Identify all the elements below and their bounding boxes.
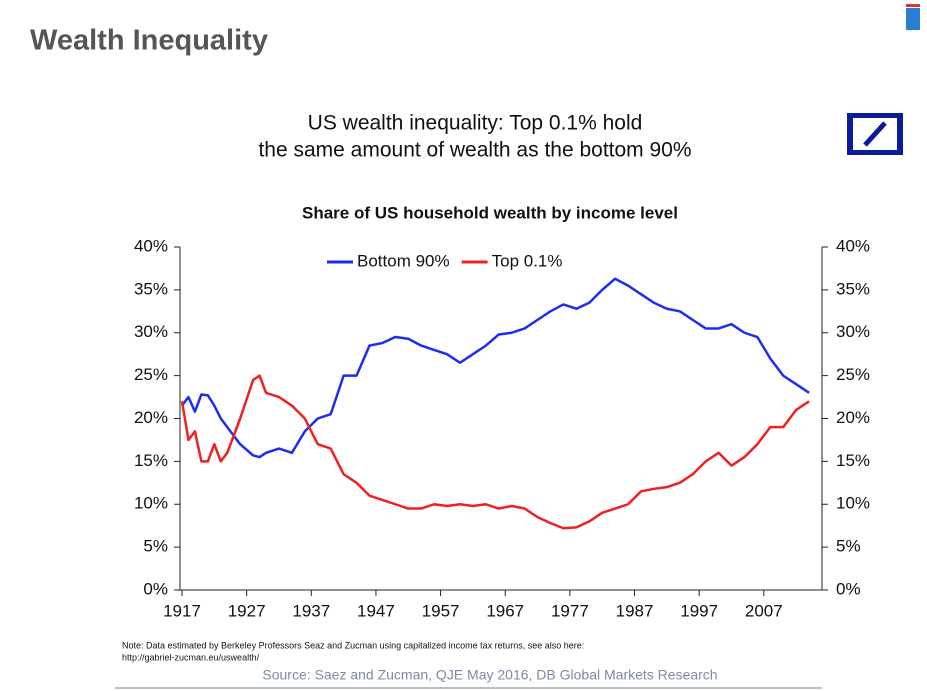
y-tick-label: 0% bbox=[143, 579, 168, 598]
legend-label: Top 0.1% bbox=[492, 251, 563, 270]
x-tick-label: 1957 bbox=[422, 601, 460, 620]
x-tick-label: 1947 bbox=[357, 601, 395, 620]
series-line bbox=[180, 374, 810, 530]
corner-icon bbox=[906, 8, 920, 30]
headline-line: the same amount of wealth as the bottom … bbox=[258, 139, 691, 162]
y2-tick-label: 20% bbox=[836, 408, 870, 427]
page-title: Wealth Inequality bbox=[30, 25, 268, 57]
x-tick-label: 1927 bbox=[228, 601, 266, 620]
y2-tick-label: 10% bbox=[836, 494, 870, 513]
y2-tick-label: 25% bbox=[836, 365, 870, 384]
y-tick-label: 10% bbox=[134, 494, 168, 513]
y-tick-label: 40% bbox=[134, 236, 168, 255]
y2-tick-label: 35% bbox=[836, 279, 870, 298]
x-tick-label: 1967 bbox=[486, 601, 524, 620]
series-line bbox=[181, 277, 810, 459]
y-tick-label: 5% bbox=[143, 537, 168, 556]
x-tick-label: 2007 bbox=[745, 601, 783, 620]
y-tick-label: 35% bbox=[134, 279, 168, 298]
y-tick-label: 25% bbox=[134, 365, 168, 384]
headline-line: US wealth inequality: Top 0.1% hold bbox=[308, 112, 643, 135]
x-tick-label: 1917 bbox=[163, 601, 201, 620]
logo-slash bbox=[863, 121, 887, 147]
x-tick-label: 1937 bbox=[292, 601, 330, 620]
source: Source: Saez and Zucman, QJE May 2016, D… bbox=[262, 667, 717, 683]
y2-tick-label: 0% bbox=[836, 579, 861, 598]
x-tick-label: 1987 bbox=[616, 601, 654, 620]
note: Note: Data estimated by Berkeley Profess… bbox=[122, 640, 584, 650]
y-tick-label: 20% bbox=[134, 408, 168, 427]
y2-tick-label: 5% bbox=[836, 537, 861, 556]
y2-tick-label: 15% bbox=[836, 451, 870, 470]
corner-icon-bar bbox=[906, 4, 920, 7]
y2-tick-label: 40% bbox=[836, 236, 870, 255]
y-tick-label: 15% bbox=[134, 451, 168, 470]
legend-label: Bottom 90% bbox=[357, 251, 450, 270]
y2-tick-label: 30% bbox=[836, 322, 870, 341]
x-tick-label: 1997 bbox=[680, 601, 718, 620]
x-tick-label: 1977 bbox=[551, 601, 589, 620]
note: http://gabriel-zucman.eu/uswealth/ bbox=[122, 652, 260, 662]
chart-title: Share of US household wealth by income l… bbox=[302, 203, 678, 222]
y-tick-label: 30% bbox=[134, 322, 168, 341]
